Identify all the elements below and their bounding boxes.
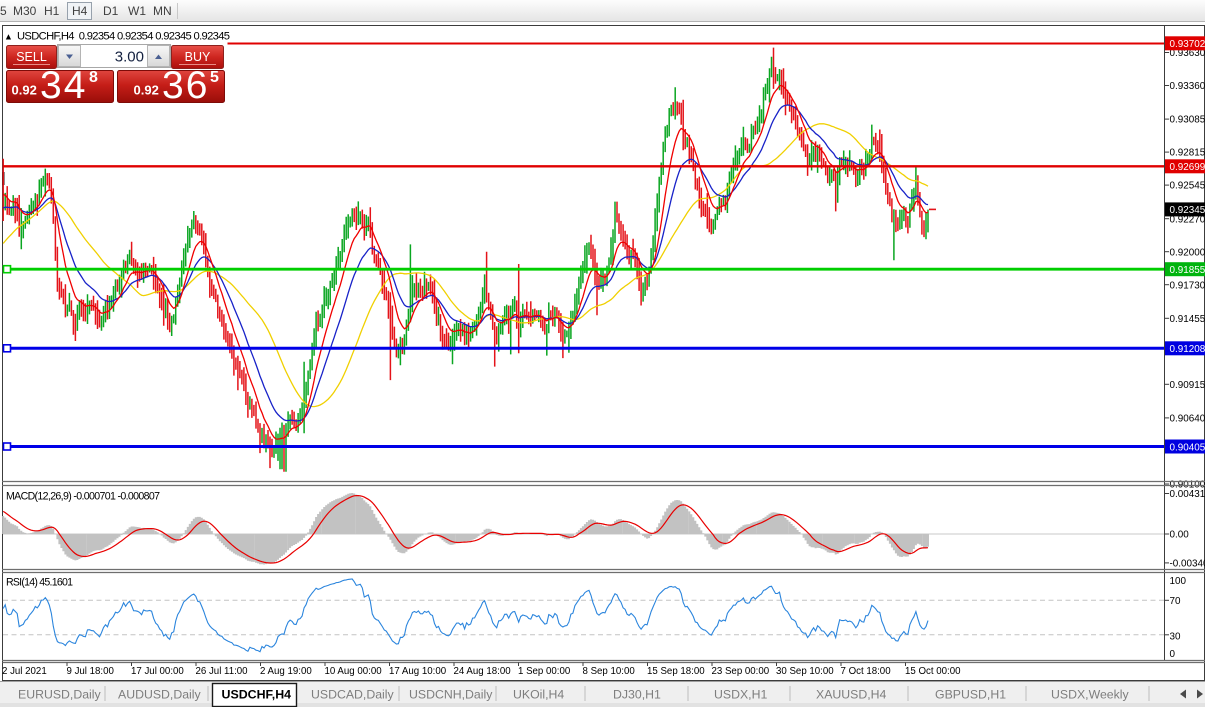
svg-text:0.92545: 0.92545 [1170, 181, 1205, 192]
svg-text:USDX,H1: USDX,H1 [714, 688, 767, 702]
svg-text:8 Sep 10:00: 8 Sep 10:00 [583, 666, 636, 677]
svg-text:10 Aug 00:00: 10 Aug 00:00 [325, 666, 383, 677]
svg-text:0.92270: 0.92270 [1170, 214, 1205, 225]
svg-text:15 Oct 00:00: 15 Oct 00:00 [905, 666, 961, 677]
svg-text:17 Jul 00:00: 17 Jul 00:00 [131, 666, 184, 677]
svg-text:GBPUSD,H1: GBPUSD,H1 [935, 688, 1006, 702]
svg-text:0.91730: 0.91730 [1170, 280, 1205, 291]
svg-text:DJ30,H1: DJ30,H1 [613, 688, 661, 702]
svg-text:23 Sep 00:00: 23 Sep 00:00 [712, 666, 770, 677]
svg-text:30: 30 [1170, 631, 1181, 642]
svg-text:UKOil,H4: UKOil,H4 [513, 688, 564, 702]
svg-text:USDCHF,H4 0.92354 0.92354 0.9: USDCHF,H4 0.92354 0.92354 0.92345 0.9234… [17, 31, 230, 43]
svg-text:M5: M5 [0, 4, 7, 18]
svg-text:-0.00340: -0.00340 [1170, 559, 1205, 570]
svg-text:USDCAD,Daily: USDCAD,Daily [311, 688, 395, 702]
svg-text:AUDUSD,Daily: AUDUSD,Daily [118, 688, 202, 702]
svg-text:0.90405: 0.90405 [1170, 442, 1205, 453]
svg-text:D1: D1 [103, 4, 119, 18]
svg-text:BUY: BUY [185, 50, 211, 64]
svg-text:SELL: SELL [16, 50, 47, 64]
svg-text:2 Jul 2021: 2 Jul 2021 [2, 666, 47, 677]
svg-text:0.93702: 0.93702 [1170, 39, 1205, 50]
svg-text:0.90640: 0.90640 [1170, 414, 1205, 425]
svg-text:0.93085: 0.93085 [1170, 115, 1205, 126]
svg-text:0.93630: 0.93630 [1170, 48, 1205, 59]
svg-text:1 Sep 00:00: 1 Sep 00:00 [518, 666, 571, 677]
svg-text:8: 8 [89, 69, 98, 86]
svg-text:0.00431: 0.00431 [1170, 489, 1205, 500]
svg-text:USDCNH,Daily: USDCNH,Daily [409, 688, 493, 702]
svg-text:15 Sep 18:00: 15 Sep 18:00 [647, 666, 705, 677]
svg-text:36: 36 [162, 64, 209, 107]
svg-text:M30: M30 [13, 4, 37, 18]
svg-text:RSI(14) 45.1601: RSI(14) 45.1601 [6, 576, 73, 588]
svg-text:0.92345: 0.92345 [1170, 205, 1205, 216]
svg-text:0.92000: 0.92000 [1170, 247, 1205, 258]
svg-text:0.93360: 0.93360 [1170, 81, 1205, 92]
svg-text:100: 100 [1170, 576, 1187, 587]
svg-text:30 Sep 10:00: 30 Sep 10:00 [776, 666, 834, 677]
svg-text:0.92: 0.92 [12, 83, 37, 98]
svg-text:▲: ▲ [4, 32, 13, 42]
svg-text:0.92699: 0.92699 [1170, 162, 1205, 173]
svg-text:MN: MN [153, 4, 172, 18]
svg-text:2 Aug 19:00: 2 Aug 19:00 [260, 666, 312, 677]
svg-text:XAUUSD,H4: XAUUSD,H4 [816, 688, 887, 702]
svg-text:24 Aug 18:00: 24 Aug 18:00 [454, 666, 512, 677]
svg-text:3.00: 3.00 [115, 49, 144, 66]
svg-text:0.92: 0.92 [134, 83, 159, 98]
svg-text:EURUSD,Daily: EURUSD,Daily [18, 688, 102, 702]
svg-text:H1: H1 [44, 4, 60, 18]
svg-text:17 Aug 10:00: 17 Aug 10:00 [389, 666, 447, 677]
svg-text:0.91855: 0.91855 [1170, 265, 1205, 276]
svg-text:34: 34 [40, 64, 87, 107]
svg-text:0.00: 0.00 [1170, 530, 1190, 541]
svg-text:70: 70 [1170, 596, 1181, 607]
svg-text:H4: H4 [72, 4, 88, 18]
svg-text:0.90915: 0.90915 [1170, 380, 1205, 391]
svg-text:5: 5 [210, 69, 219, 86]
svg-text:0: 0 [1170, 649, 1176, 660]
svg-text:26 Jul 11:00: 26 Jul 11:00 [196, 666, 249, 677]
svg-text:W1: W1 [128, 4, 146, 18]
svg-text:7 Oct 18:00: 7 Oct 18:00 [841, 666, 892, 677]
svg-text:USDCHF,H4: USDCHF,H4 [222, 688, 292, 702]
svg-text:0.91455: 0.91455 [1170, 314, 1205, 325]
svg-text:MACD(12,26,9) -0.000701 -0.000: MACD(12,26,9) -0.000701 -0.000807 [6, 491, 160, 503]
svg-text:0.91208: 0.91208 [1170, 344, 1205, 355]
svg-text:USDX,Weekly: USDX,Weekly [1051, 688, 1130, 702]
svg-text:0.92815: 0.92815 [1170, 148, 1205, 159]
svg-text:9 Jul 18:00: 9 Jul 18:00 [67, 666, 115, 677]
